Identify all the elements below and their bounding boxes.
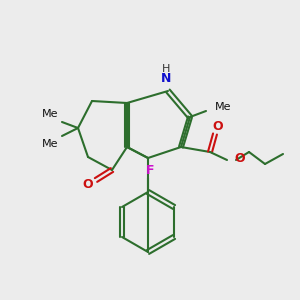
Text: O: O <box>234 152 244 166</box>
Text: N: N <box>161 73 171 85</box>
Text: O: O <box>213 119 223 133</box>
Text: O: O <box>83 178 93 190</box>
Text: H: H <box>162 64 170 74</box>
Text: Me: Me <box>215 102 232 112</box>
Text: F: F <box>146 164 154 176</box>
Text: Me: Me <box>42 139 58 149</box>
Text: Me: Me <box>42 109 58 119</box>
